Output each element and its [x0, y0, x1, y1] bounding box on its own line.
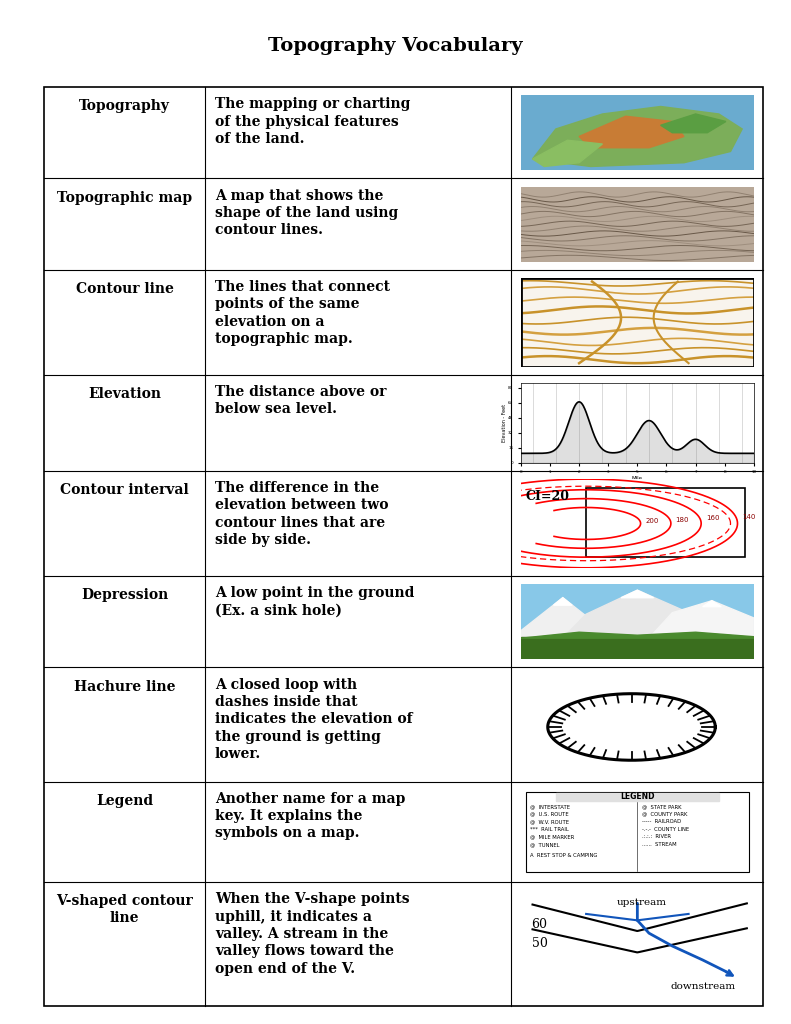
Text: A  REST STOP & CAMPING: A REST STOP & CAMPING	[530, 853, 597, 858]
Polygon shape	[532, 106, 742, 167]
Text: @  STATE PARK: @ STATE PARK	[642, 804, 682, 809]
Polygon shape	[532, 140, 603, 167]
Text: 50: 50	[532, 937, 547, 950]
Text: Another name for a map
key. It explains the
symbols on a map.: Another name for a map key. It explains …	[215, 792, 405, 841]
Text: When the V-shape points
uphill, it indicates a
valley. A stream in the
valley fl: When the V-shape points uphill, it indic…	[215, 893, 410, 976]
Text: 160: 160	[706, 515, 719, 521]
Polygon shape	[521, 632, 754, 638]
Polygon shape	[554, 598, 572, 605]
Text: @  MILE MARKER: @ MILE MARKER	[530, 835, 574, 840]
Polygon shape	[702, 601, 721, 606]
Text: Topography Vocabulary: Topography Vocabulary	[268, 37, 523, 55]
Text: Hachure line: Hachure line	[74, 680, 176, 693]
Text: 60: 60	[532, 919, 547, 931]
Polygon shape	[521, 598, 605, 638]
Text: @  TUNNEL: @ TUNNEL	[530, 842, 560, 847]
Text: The lines that connect
points of the same
elevation on a
topographic map.: The lines that connect points of the sam…	[215, 281, 390, 346]
Text: A map that shows the
shape of the land using
contour lines.: A map that shows the shape of the land u…	[215, 188, 398, 238]
Polygon shape	[621, 590, 653, 598]
Text: The mapping or charting
of the physical features
of the land.: The mapping or charting of the physical …	[215, 97, 411, 145]
Text: @  COUNTY PARK: @ COUNTY PARK	[642, 812, 687, 817]
Text: -----  RAILROAD: ----- RAILROAD	[642, 819, 681, 824]
Text: Topography: Topography	[79, 99, 170, 114]
X-axis label: Mile: Mile	[632, 476, 643, 480]
Text: -.-.-  COUNTY LINE: -.-.- COUNTY LINE	[642, 827, 689, 831]
Text: Topographic map: Topographic map	[57, 190, 192, 205]
Text: 180: 180	[676, 517, 689, 522]
Polygon shape	[660, 114, 726, 133]
Text: ......  STREAM: ...... STREAM	[642, 842, 676, 847]
Text: .:.:.:  RIVER: .:.:.: RIVER	[642, 835, 671, 840]
Bar	[556, 794, 719, 801]
Text: LEGEND: LEGEND	[620, 793, 655, 802]
Text: Contour line: Contour line	[76, 283, 173, 296]
Text: 200: 200	[645, 518, 659, 524]
Text: ***  RAIL TRAIL: *** RAIL TRAIL	[530, 827, 569, 831]
Text: Elevation: Elevation	[88, 387, 161, 401]
Text: The distance above or
below sea level.: The distance above or below sea level.	[215, 385, 386, 417]
Bar	[521, 637, 754, 659]
Polygon shape	[649, 601, 754, 638]
Text: A closed loop with
dashes inside that
indicates the elevation of
the ground is g: A closed loop with dashes inside that in…	[215, 678, 413, 761]
Text: A low point in the ground
(Ex. a sink hole): A low point in the ground (Ex. a sink ho…	[215, 587, 414, 617]
Text: @  INTERSTATE: @ INTERSTATE	[530, 804, 570, 809]
Y-axis label: Elevation - Feet: Elevation - Feet	[501, 403, 506, 442]
Text: CI=20: CI=20	[525, 489, 570, 503]
Bar	[586, 488, 744, 557]
Text: Depression: Depression	[81, 589, 168, 602]
Text: The difference in the
elevation between two
contour lines that are
side by side.: The difference in the elevation between …	[215, 481, 388, 547]
Text: @  W.V. ROUTE: @ W.V. ROUTE	[530, 819, 570, 824]
Text: downstream: downstream	[670, 982, 735, 991]
Text: @  U.S. ROUTE: @ U.S. ROUTE	[530, 812, 569, 817]
Polygon shape	[579, 117, 684, 147]
Polygon shape	[563, 590, 689, 638]
Text: 140: 140	[742, 514, 755, 520]
Text: Contour interval: Contour interval	[60, 483, 189, 498]
Text: V-shaped contour
line: V-shaped contour line	[56, 895, 193, 925]
Text: Legend: Legend	[96, 794, 153, 808]
Text: upstream: upstream	[617, 898, 667, 907]
